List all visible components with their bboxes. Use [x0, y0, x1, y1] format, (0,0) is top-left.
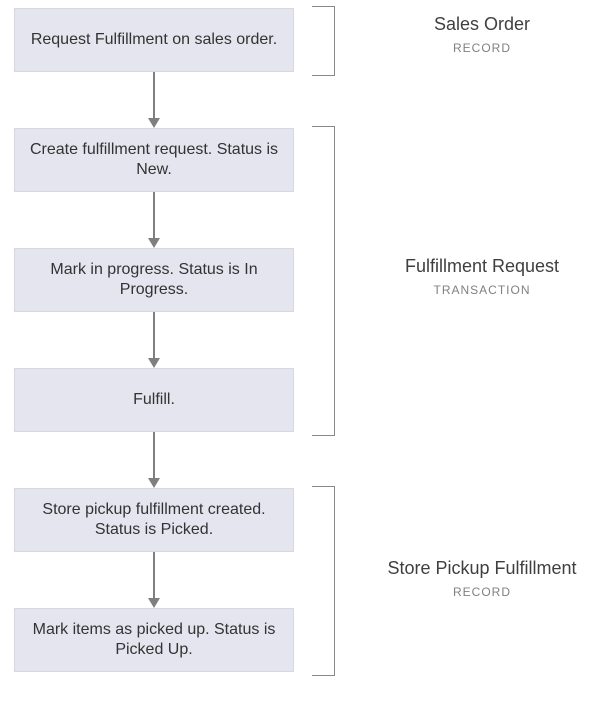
- flow-arrow-line: [153, 432, 155, 478]
- chevron-down-icon: [148, 118, 160, 128]
- group-title: Sales Order: [434, 14, 530, 35]
- group-title: Fulfillment Request: [405, 256, 559, 277]
- chevron-down-icon: [148, 238, 160, 248]
- group-subtitle: RECORD: [453, 41, 511, 55]
- group-bracket: [312, 486, 335, 676]
- flow-arrow-line: [153, 192, 155, 238]
- flow-node-label: Mark items as picked up. Status is Picke…: [15, 620, 293, 660]
- group-title: Store Pickup Fulfillment: [387, 558, 576, 579]
- flow-arrow-line: [153, 72, 155, 118]
- flow-node-2: Create fulfillment request. Status is Ne…: [14, 128, 294, 192]
- flow-arrow-line: [153, 552, 155, 598]
- chevron-down-icon: [148, 598, 160, 608]
- flow-node-label: Create fulfillment request. Status is Ne…: [15, 140, 293, 180]
- flow-node-label: Request Fulfillment on sales order.: [23, 30, 285, 50]
- flow-node-6: Mark items as picked up. Status is Picke…: [14, 608, 294, 672]
- group-bracket: [312, 6, 335, 76]
- chevron-down-icon: [148, 478, 160, 488]
- flow-arrow-line: [153, 312, 155, 358]
- group-label-sales-order: Sales Order RECORD: [372, 14, 592, 55]
- flow-node-1: Request Fulfillment on sales order.: [14, 8, 294, 72]
- flow-node-label: Fulfill.: [125, 390, 183, 410]
- group-subtitle: RECORD: [453, 585, 511, 599]
- group-label-fulfillment-request: Fulfillment Request TRANSACTION: [372, 256, 592, 297]
- group-subtitle: TRANSACTION: [433, 283, 530, 297]
- flow-node-5: Store pickup fulfillment created. Status…: [14, 488, 294, 552]
- flow-node-label: Store pickup fulfillment created. Status…: [15, 500, 293, 540]
- group-bracket: [312, 126, 335, 436]
- flow-node-3: Mark in progress. Status is In Progress.: [14, 248, 294, 312]
- diagram-canvas: Request Fulfillment on sales order. Crea…: [0, 0, 609, 717]
- flow-node-4: Fulfill.: [14, 368, 294, 432]
- group-label-store-pickup: Store Pickup Fulfillment RECORD: [372, 558, 592, 599]
- chevron-down-icon: [148, 358, 160, 368]
- flow-node-label: Mark in progress. Status is In Progress.: [15, 260, 293, 300]
